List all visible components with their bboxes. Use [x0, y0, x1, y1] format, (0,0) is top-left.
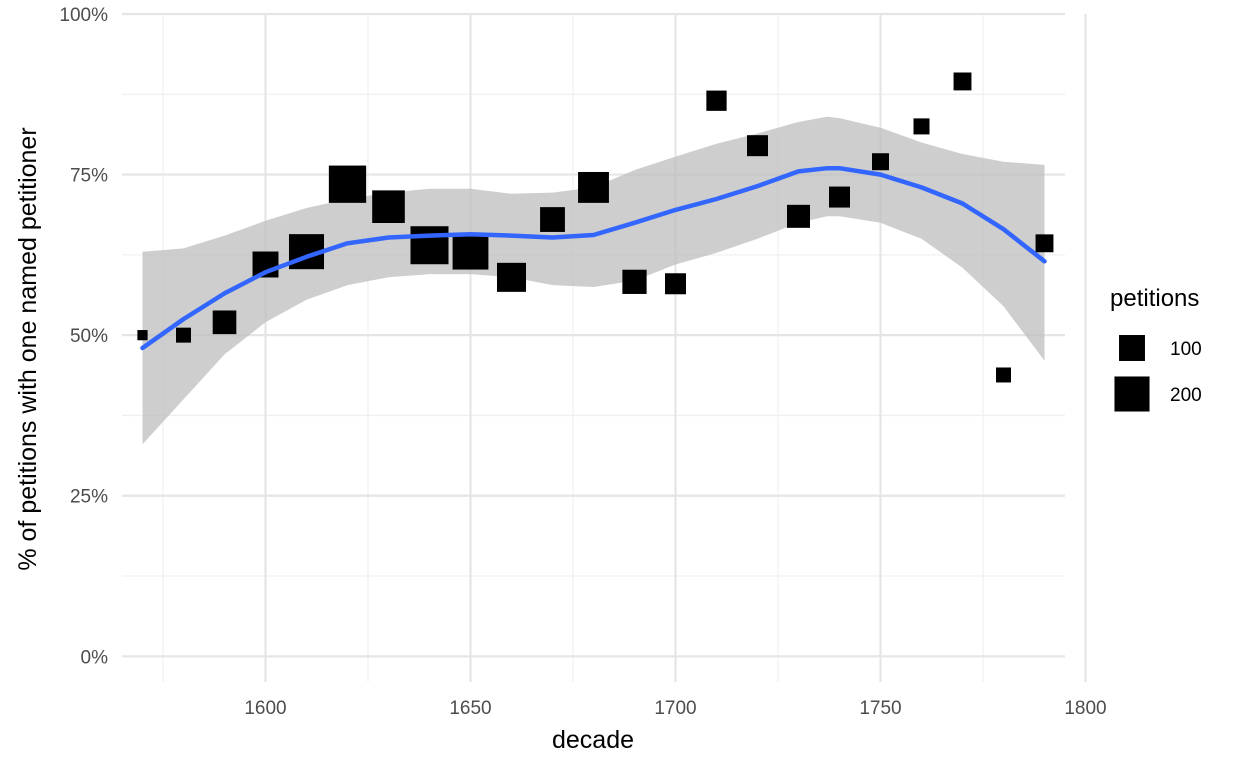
data-point: [622, 269, 647, 294]
x-tick-label: 1650: [449, 698, 491, 719]
legend-entries: 100 200: [1114, 335, 1202, 412]
data-point: [452, 233, 489, 270]
data-point: [829, 186, 850, 208]
x-tick-label: 1800: [1064, 698, 1106, 719]
data-point: [1035, 234, 1054, 253]
legend-key: [1119, 335, 1145, 361]
data-point: [872, 153, 889, 171]
minor-gridlines: [122, 14, 1065, 682]
legend-key: [1114, 376, 1150, 412]
x-axis-ticks: 1600 1650 1700 1750 1800: [244, 698, 1106, 719]
y-tick-label: 75%: [70, 166, 108, 187]
data-point: [747, 135, 768, 157]
legend-title: petitions: [1110, 285, 1199, 312]
smooth-line-layer: [140, 165, 1047, 351]
y-axis-title: % of petitions with one named petitioner: [14, 127, 42, 570]
y-tick-label: 50%: [70, 326, 108, 347]
major-gridlines: [122, 12, 1087, 682]
data-point: [496, 262, 527, 292]
y-tick-label: 0%: [81, 647, 109, 668]
confidence-band-layer: [142, 116, 1045, 445]
data-point: [372, 190, 405, 223]
x-tick-label: 1750: [859, 698, 901, 719]
data-point: [540, 207, 565, 232]
confidence-band: [142, 116, 1045, 445]
x-tick-label: 1600: [244, 698, 286, 719]
y-axis-ticks: 0% 25% 50% 75% 100%: [59, 5, 108, 668]
y-tick-label: 25%: [70, 487, 108, 508]
legend-label: 100: [1170, 339, 1202, 360]
legend-label: 200: [1170, 385, 1202, 406]
data-point: [996, 367, 1011, 383]
data-point: [328, 165, 367, 203]
x-tick-label: 1700: [654, 698, 696, 719]
data-point: [913, 118, 930, 135]
data-point: [578, 171, 609, 203]
y-tick-label: 100%: [59, 5, 108, 26]
data-point: [706, 90, 727, 111]
smooth-line: [140, 165, 1047, 351]
data-point: [176, 327, 191, 343]
data-point: [137, 330, 148, 341]
x-axis-title: decade: [552, 726, 634, 754]
data-point: [212, 310, 237, 335]
data-point: [786, 204, 811, 228]
data-point: [953, 72, 972, 91]
data-point: [665, 273, 686, 295]
legend: petitions 100 200: [1110, 285, 1202, 412]
data-point: [410, 226, 449, 265]
